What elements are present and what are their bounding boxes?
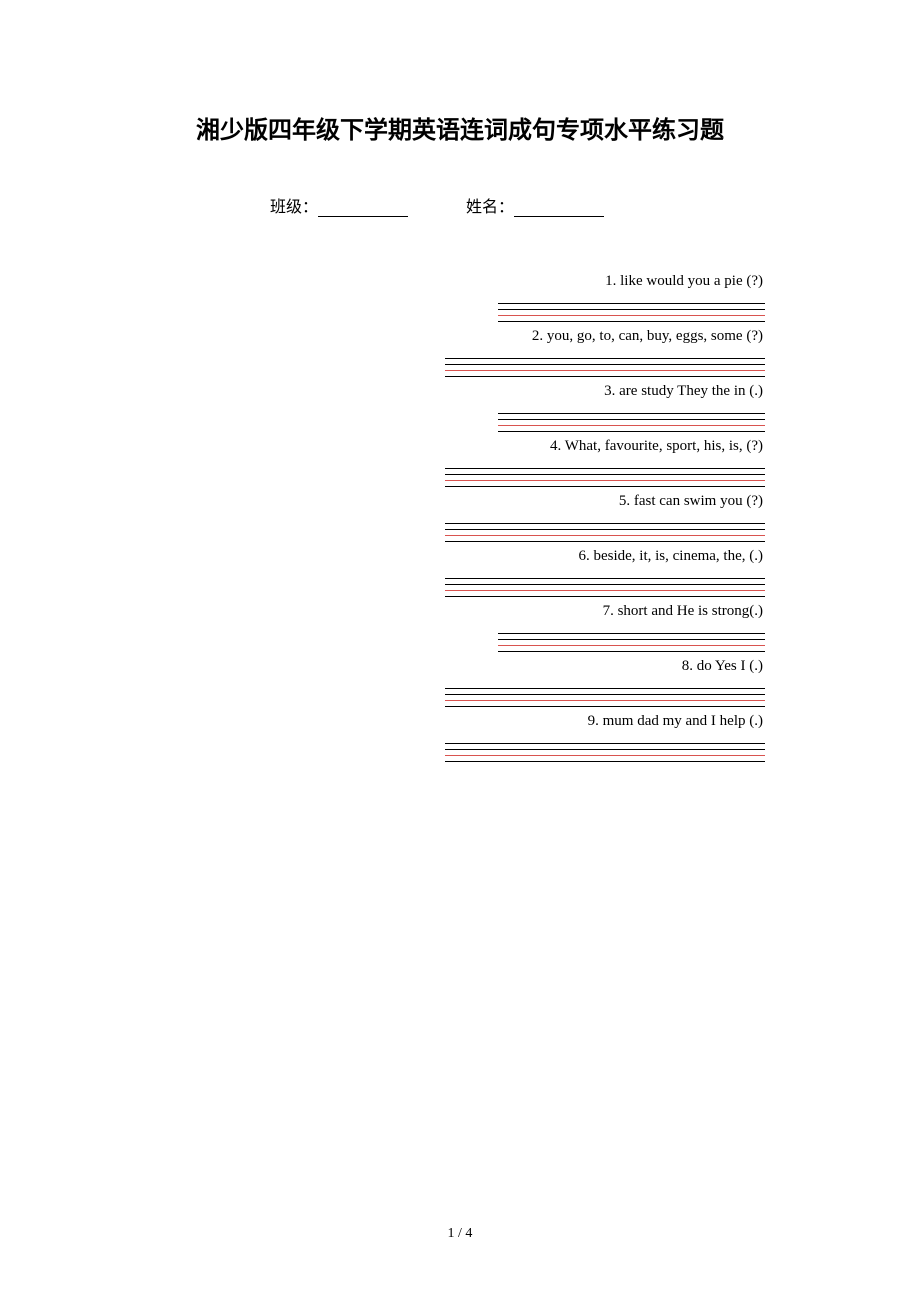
answer-line[interactable] bbox=[445, 701, 765, 707]
answer-lines bbox=[155, 298, 765, 322]
answer-line[interactable] bbox=[445, 371, 765, 377]
answer-lines bbox=[155, 573, 765, 597]
questions-list: 1. like would you a pie (?) 2. you, go, t… bbox=[155, 273, 765, 762]
question-item: 9. mum dad my and I help (.) bbox=[155, 713, 765, 762]
question-text: 3. are study They the in (.) bbox=[155, 383, 765, 400]
question-item: 3. are study They the in (.) bbox=[155, 383, 765, 432]
question-text: 5. fast can swim you (?) bbox=[155, 493, 765, 510]
answer-line[interactable] bbox=[498, 426, 765, 432]
answer-lines bbox=[155, 463, 765, 487]
class-label: 班级： bbox=[270, 193, 318, 217]
page-title: 湘少版四年级下学期英语连词成句专项水平练习题 bbox=[155, 110, 765, 145]
name-blank[interactable] bbox=[514, 201, 604, 217]
question-item: 5. fast can swim you (?) bbox=[155, 493, 765, 542]
question-item: 4. What, favourite, sport, his, is, (?) bbox=[155, 438, 765, 487]
answer-line[interactable] bbox=[445, 756, 765, 762]
answer-line[interactable] bbox=[445, 591, 765, 597]
name-label: 姓名： bbox=[466, 193, 514, 217]
question-item: 7. short and He is strong(.) bbox=[155, 603, 765, 652]
question-item: 2. you, go, to, can, buy, eggs, some (?) bbox=[155, 328, 765, 377]
answer-line[interactable] bbox=[498, 316, 765, 322]
answer-lines bbox=[155, 628, 765, 652]
question-item: 6. beside, it, is, cinema, the, (.) bbox=[155, 548, 765, 597]
student-info-row: 班级： 姓名： bbox=[155, 193, 765, 217]
answer-line[interactable] bbox=[445, 481, 765, 487]
answer-line[interactable] bbox=[498, 646, 765, 652]
answer-lines bbox=[155, 518, 765, 542]
question-item: 8. do Yes I (.) bbox=[155, 658, 765, 707]
answer-lines bbox=[155, 408, 765, 432]
answer-lines bbox=[155, 353, 765, 377]
answer-lines bbox=[155, 738, 765, 762]
question-text: 4. What, favourite, sport, his, is, (?) bbox=[155, 438, 765, 455]
question-text: 9. mum dad my and I help (.) bbox=[155, 713, 765, 730]
page-number: 1 / 4 bbox=[0, 1226, 920, 1242]
question-text: 2. you, go, to, can, buy, eggs, some (?) bbox=[155, 328, 765, 345]
question-text: 8. do Yes I (.) bbox=[155, 658, 765, 675]
class-blank[interactable] bbox=[318, 201, 408, 217]
question-text: 7. short and He is strong(.) bbox=[155, 603, 765, 620]
question-text: 6. beside, it, is, cinema, the, (.) bbox=[155, 548, 765, 565]
worksheet-page: 湘少版四年级下学期英语连词成句专项水平练习题 班级： 姓名： 1. like w… bbox=[0, 0, 920, 762]
answer-lines bbox=[155, 683, 765, 707]
question-text: 1. like would you a pie (?) bbox=[155, 273, 765, 290]
question-item: 1. like would you a pie (?) bbox=[155, 273, 765, 322]
answer-line[interactable] bbox=[445, 536, 765, 542]
